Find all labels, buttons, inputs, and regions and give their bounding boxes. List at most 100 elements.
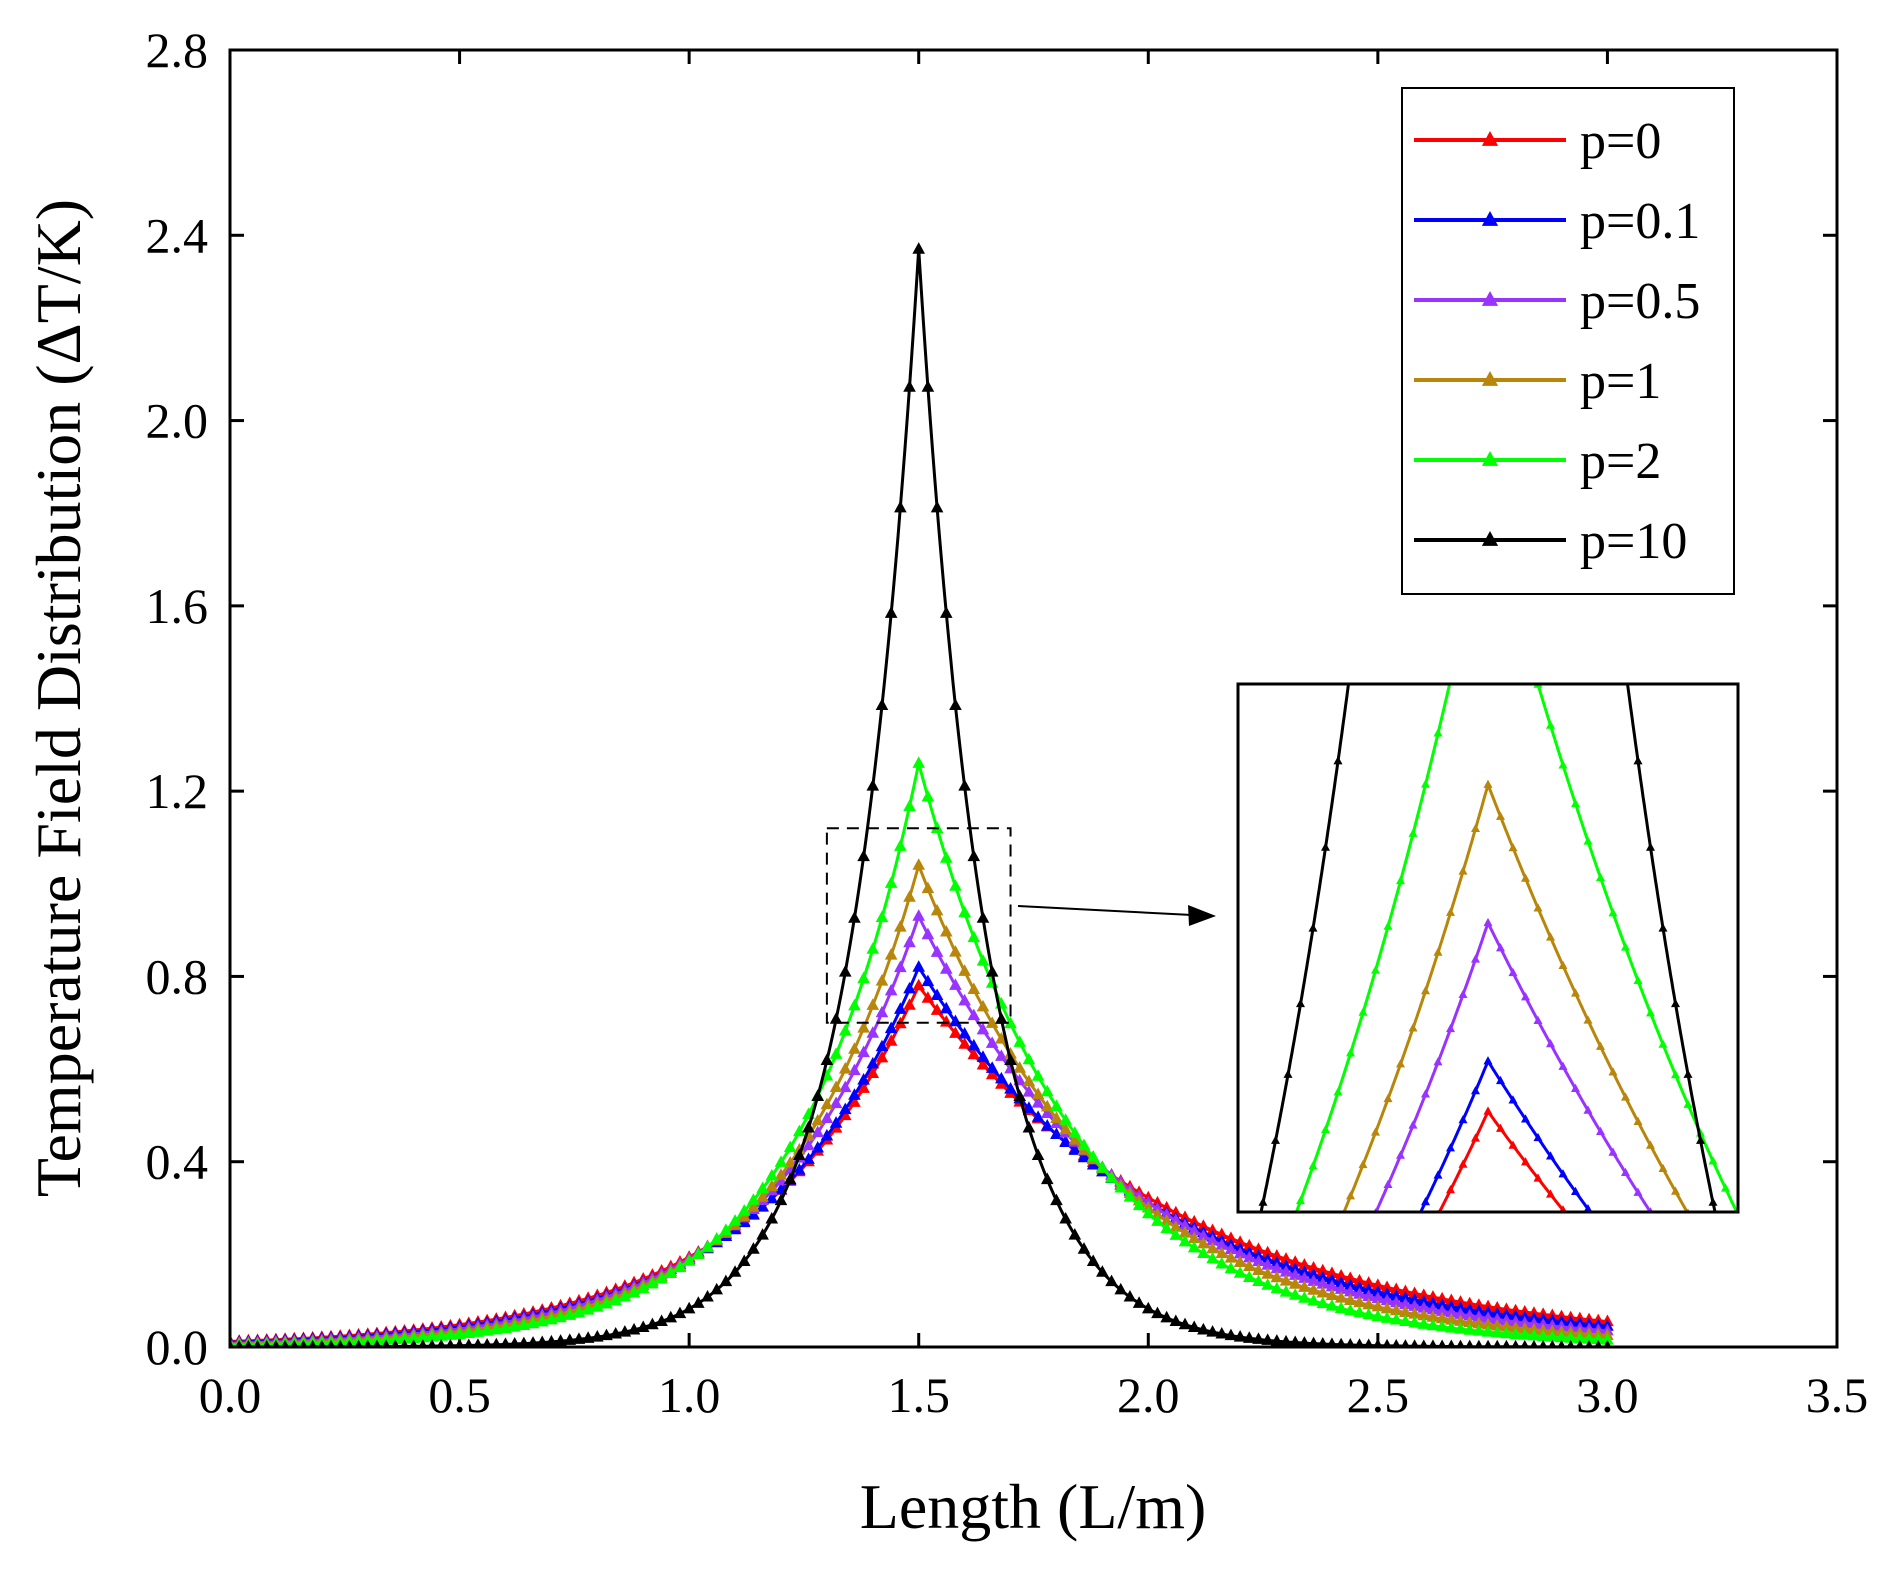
data-point bbox=[1426, 1310, 1440, 1322]
inset-data-point bbox=[1608, 908, 1618, 917]
data-point bbox=[1151, 1207, 1164, 1220]
data-point bbox=[1178, 1210, 1192, 1222]
data-point bbox=[719, 1223, 733, 1235]
data-point bbox=[884, 983, 898, 996]
data-point bbox=[609, 1293, 622, 1306]
inset-data-point bbox=[1709, 1374, 1718, 1382]
data-point bbox=[793, 1124, 806, 1137]
data-point bbox=[701, 1290, 714, 1302]
data-point bbox=[1399, 1284, 1412, 1297]
data-point bbox=[471, 1325, 485, 1337]
data-point bbox=[444, 1328, 457, 1340]
data-point bbox=[235, 1339, 244, 1347]
data-point bbox=[1325, 1279, 1339, 1292]
data-point bbox=[1435, 1304, 1449, 1316]
data-point bbox=[985, 965, 999, 977]
data-point bbox=[1447, 1339, 1456, 1347]
data-point bbox=[1307, 1274, 1320, 1286]
inset-data-point bbox=[1321, 842, 1330, 851]
data-point bbox=[1261, 1245, 1274, 1258]
inset-data-point bbox=[1321, 1383, 1330, 1391]
data-point bbox=[1022, 1052, 1036, 1065]
inset-data-point bbox=[1246, 1447, 1255, 1455]
inset-data-point bbox=[1508, 1140, 1518, 1149]
inset-data-point bbox=[1708, 1197, 1718, 1206]
data-point bbox=[967, 1008, 981, 1021]
data-point bbox=[1114, 1282, 1128, 1295]
inset-data-point bbox=[1646, 1285, 1655, 1293]
data-point bbox=[572, 1332, 586, 1344]
inset-data-point bbox=[1284, 1229, 1293, 1237]
data-point bbox=[1454, 1301, 1467, 1313]
data-point bbox=[673, 1260, 687, 1273]
data-point bbox=[1380, 1311, 1394, 1323]
data-point bbox=[912, 858, 926, 870]
data-point bbox=[1040, 1099, 1054, 1112]
data-point bbox=[949, 945, 962, 957]
data-point bbox=[581, 1303, 595, 1315]
data-point bbox=[1353, 1287, 1366, 1299]
inset-data-point bbox=[1483, 1056, 1493, 1065]
inset-data-point bbox=[1633, 756, 1643, 765]
inset-data-point bbox=[1709, 1251, 1718, 1259]
data-point bbox=[563, 1333, 577, 1345]
data-point bbox=[1389, 1303, 1403, 1316]
data-point bbox=[765, 1168, 779, 1181]
inset-data-point bbox=[1259, 1493, 1268, 1501]
data-point bbox=[1068, 1143, 1082, 1155]
data-point bbox=[354, 1339, 363, 1347]
data-point bbox=[857, 1045, 870, 1058]
data-point bbox=[308, 1339, 317, 1347]
data-point bbox=[756, 1228, 769, 1240]
data-point bbox=[1362, 1282, 1375, 1295]
data-point bbox=[609, 1326, 622, 1339]
data-point bbox=[1426, 1296, 1440, 1309]
inset-data-point bbox=[1296, 1306, 1305, 1314]
data-point bbox=[1493, 1339, 1502, 1347]
data-point bbox=[262, 1339, 271, 1347]
data-point bbox=[1463, 1302, 1476, 1315]
data-point bbox=[1438, 1339, 1447, 1347]
inset-data-point bbox=[1346, 664, 1355, 672]
data-point bbox=[958, 964, 971, 976]
inset-data-point bbox=[1571, 988, 1580, 997]
y-tick-label: 0.0 bbox=[146, 1319, 209, 1375]
data-point bbox=[1500, 1326, 1513, 1339]
data-point bbox=[591, 1300, 604, 1312]
data-point bbox=[976, 1050, 990, 1062]
data-point bbox=[1298, 1280, 1311, 1292]
data-point bbox=[600, 1328, 613, 1341]
data-point bbox=[1252, 1263, 1265, 1275]
data-point bbox=[857, 849, 870, 862]
data-point bbox=[1362, 1307, 1375, 1320]
inset-data-point bbox=[1396, 1248, 1405, 1256]
data-point bbox=[425, 1329, 439, 1342]
data-point bbox=[473, 1338, 483, 1347]
inset-data-point bbox=[1321, 1251, 1330, 1259]
data-point bbox=[793, 1148, 806, 1161]
inset-data-point bbox=[1409, 1223, 1418, 1231]
inset-data-point bbox=[1696, 1281, 1705, 1289]
data-point bbox=[802, 1138, 815, 1151]
data-point bbox=[875, 1039, 889, 1052]
data-point bbox=[363, 1339, 372, 1347]
inset-data-point bbox=[1684, 1348, 1693, 1356]
inset-data-point bbox=[1421, 1089, 1430, 1098]
data-point bbox=[1298, 1336, 1311, 1347]
data-point bbox=[673, 1306, 687, 1319]
data-point bbox=[391, 1339, 400, 1347]
data-point bbox=[912, 960, 926, 972]
data-point bbox=[1454, 1322, 1467, 1334]
data-point bbox=[875, 974, 889, 986]
data-point bbox=[636, 1281, 650, 1294]
data-point bbox=[1279, 1259, 1293, 1271]
inset-data-point bbox=[1446, 675, 1455, 683]
data-point bbox=[820, 1128, 834, 1141]
inset-data-point bbox=[1621, 1280, 1630, 1288]
data-point bbox=[976, 999, 990, 1012]
data-point bbox=[884, 948, 898, 960]
legend-marker bbox=[1481, 211, 1499, 226]
inset-data-point bbox=[1234, 1514, 1243, 1522]
data-point bbox=[1573, 1331, 1587, 1344]
inset-data-point bbox=[1533, 903, 1543, 912]
